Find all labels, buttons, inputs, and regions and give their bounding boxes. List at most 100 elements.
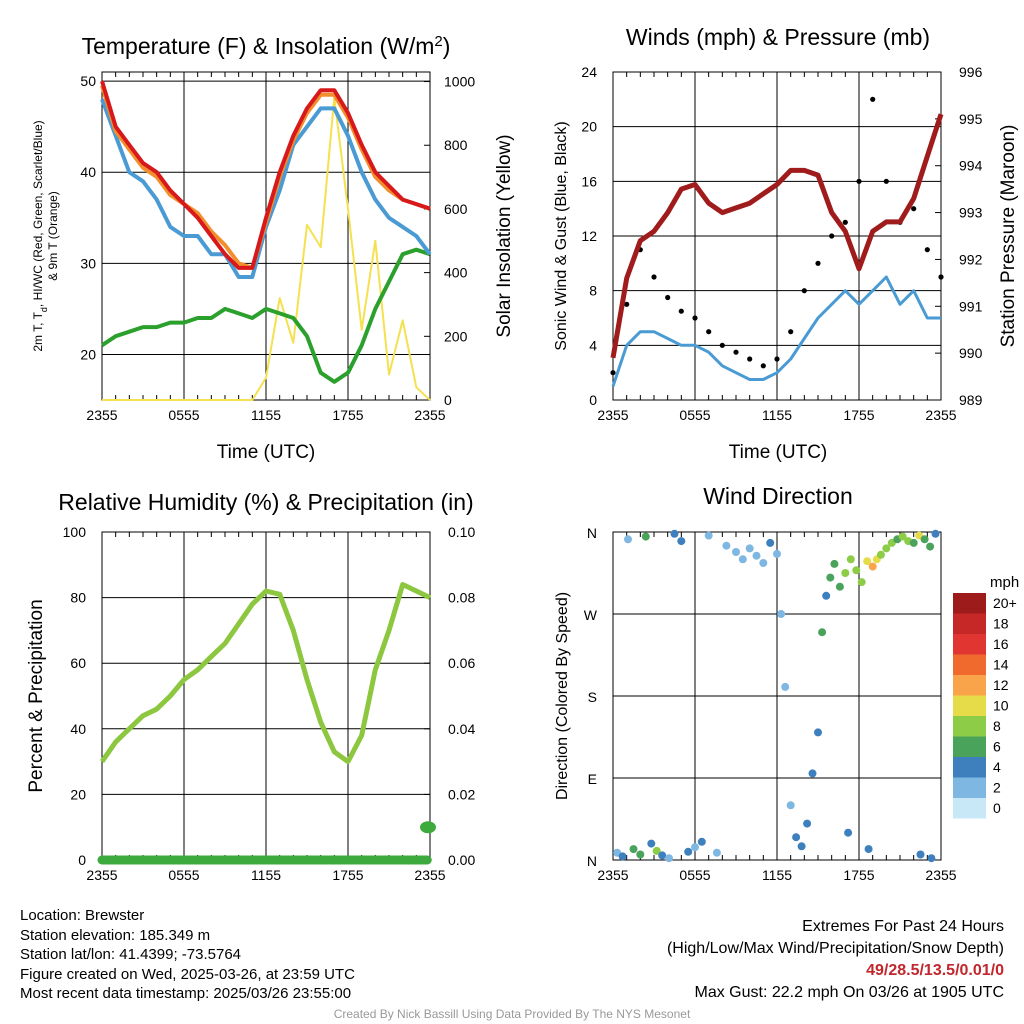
dir-point: [926, 542, 935, 551]
dir-title: Wind Direction: [703, 483, 853, 509]
wind-gust-point: [924, 247, 930, 253]
wind-ytick-left: 24: [581, 64, 597, 80]
dir-point: [852, 566, 861, 575]
dir-legend-swatch: [953, 736, 986, 757]
dir-point: [916, 850, 925, 859]
wind-gust-point: [760, 363, 766, 369]
dir-point: [691, 843, 699, 852]
dir-point: [846, 555, 855, 564]
temp-ytick-right: 200: [444, 328, 468, 344]
dir-point: [766, 538, 775, 547]
dir-point: [920, 535, 929, 544]
station-latlon: Station lat/lon: 41.4399; -73.5764: [20, 946, 242, 964]
dir-legend-label: 6: [993, 739, 1001, 755]
dir-point: [931, 529, 940, 538]
rh-xtick-label: 2355: [414, 867, 445, 883]
dir-point: [844, 828, 853, 837]
dir-ytick-left: N: [587, 525, 597, 541]
wind-gust-point: [692, 315, 698, 321]
wind-gust-point: [624, 301, 630, 307]
temp-ylabel-left-line1: 2m T, Td, HI/WC (Red, Green, Scarlet/Blu…: [31, 120, 49, 351]
wind-right-ticks: 996 995 994 993 992 991 990 989: [935, 64, 983, 408]
station-location: Location: Brewster: [20, 907, 145, 924]
temp-xtick-label: 1155: [251, 407, 281, 423]
dir-legend-swatch: [953, 777, 986, 798]
dir-ylabel-left: Direction (Colored By Speed): [554, 592, 571, 800]
dir-legend-swatch: [953, 634, 986, 655]
rh-ytick-right: 0.02: [448, 786, 475, 802]
wind-gust-point: [911, 206, 917, 212]
rh-xtick-label: 2355: [86, 867, 117, 883]
dir-point: [803, 819, 812, 828]
wind-ytick-left: 0: [589, 392, 597, 408]
wind-gust-point: [856, 178, 862, 184]
dir-point: [808, 769, 817, 778]
dir-point: [647, 839, 656, 848]
wind-ytick-right: 992: [959, 251, 983, 267]
rh-ytick-left: 40: [70, 721, 86, 737]
panel-rh: Relative Humidity (%) & Precipitation (i…: [26, 489, 475, 883]
temp-ytick-right: 0: [444, 392, 452, 408]
wind-pressure-line: [610, 113, 944, 359]
wind-gust-point: [719, 342, 725, 348]
dir-xtick-label: 1155: [762, 867, 792, 883]
temp-xtick-label: 2355: [86, 407, 117, 423]
dir-legend-swatch: [953, 675, 986, 696]
wind-ytick-left: 16: [581, 173, 597, 189]
rh-ylabel-left: Percent & Precipitation: [26, 599, 47, 792]
wind-gust-point: [815, 260, 821, 266]
dir-point: [781, 682, 790, 691]
wind-ytick-left: 4: [589, 337, 597, 353]
rh-series: [97, 582, 436, 865]
wind-ytick-right: 989: [959, 392, 983, 408]
temp-xtick-label: 0555: [168, 407, 199, 423]
extremes-box: Extremes For Past 24 Hours (High/Low/Max…: [667, 916, 1004, 1004]
dir-legend-label: 2: [993, 780, 1001, 796]
rh-ytick-right: 0.08: [448, 590, 475, 606]
temp-ytick-left: 20: [80, 346, 96, 362]
dir-point: [826, 573, 835, 582]
wind-ytick-right: 993: [959, 205, 983, 221]
dir-point: [684, 847, 693, 856]
dir-point: [712, 848, 721, 857]
temp-right-ticks: 1000 800 600 400 200 0: [424, 74, 475, 408]
temp-ytick-right: 400: [444, 265, 468, 281]
dir-legend-label: 4: [993, 759, 1001, 775]
dir-point: [863, 557, 872, 566]
dir-left-ticks: N W S E N: [584, 525, 941, 869]
wind-gust-point: [774, 356, 780, 362]
dir-point: [759, 559, 768, 567]
temp-xlabel: Time (UTC): [217, 442, 316, 463]
dir-point: [868, 562, 877, 571]
panel-temperature: Temperature (F) & Insolation (W/m2) 50 40…: [31, 33, 515, 464]
dir-legend-swatch: [953, 613, 986, 634]
dir-legend-label: 8: [993, 718, 1001, 734]
wind-xtick-label: 2355: [597, 407, 628, 423]
wind-gust-point: [870, 96, 876, 102]
wind-xtick-label: 0555: [679, 407, 710, 423]
extremes-subtitle: (High/Low/Max Wind/Precipitation/Snow De…: [666, 940, 1004, 957]
dir-point: [876, 550, 885, 559]
dir-legend-label: 0: [993, 800, 1001, 816]
rh-left-ticks: 100 80 60 40 20 0: [63, 524, 430, 868]
dir-point: [773, 549, 781, 558]
dir-legend-label: 18: [993, 616, 1009, 632]
temp-xtick-label: 2355: [414, 407, 445, 423]
dir-ytick-left: N: [587, 853, 597, 869]
rh-ytick-left: 60: [70, 655, 86, 671]
dir-point: [792, 833, 801, 842]
dir-legend-swatch: [953, 695, 986, 716]
wind-ylabel-left: Sonic Wind & Gust (Blue, Black): [553, 121, 570, 350]
temp-ytick-right: 600: [444, 201, 468, 217]
dir-point: [777, 610, 786, 618]
wind-ytick-left: 12: [581, 228, 597, 244]
dir-point: [652, 846, 661, 855]
temp-series-line: [100, 80, 431, 270]
dir-point: [745, 544, 754, 553]
dir-xtick-label: 2355: [925, 867, 956, 883]
dir-point: [864, 845, 873, 854]
wind-gust-point: [678, 308, 684, 314]
rh-ytick-right: 0.04: [448, 721, 475, 737]
temp-left-ticks: 50 40 30 20: [80, 73, 430, 362]
dir-legend-label: 10: [993, 698, 1009, 714]
